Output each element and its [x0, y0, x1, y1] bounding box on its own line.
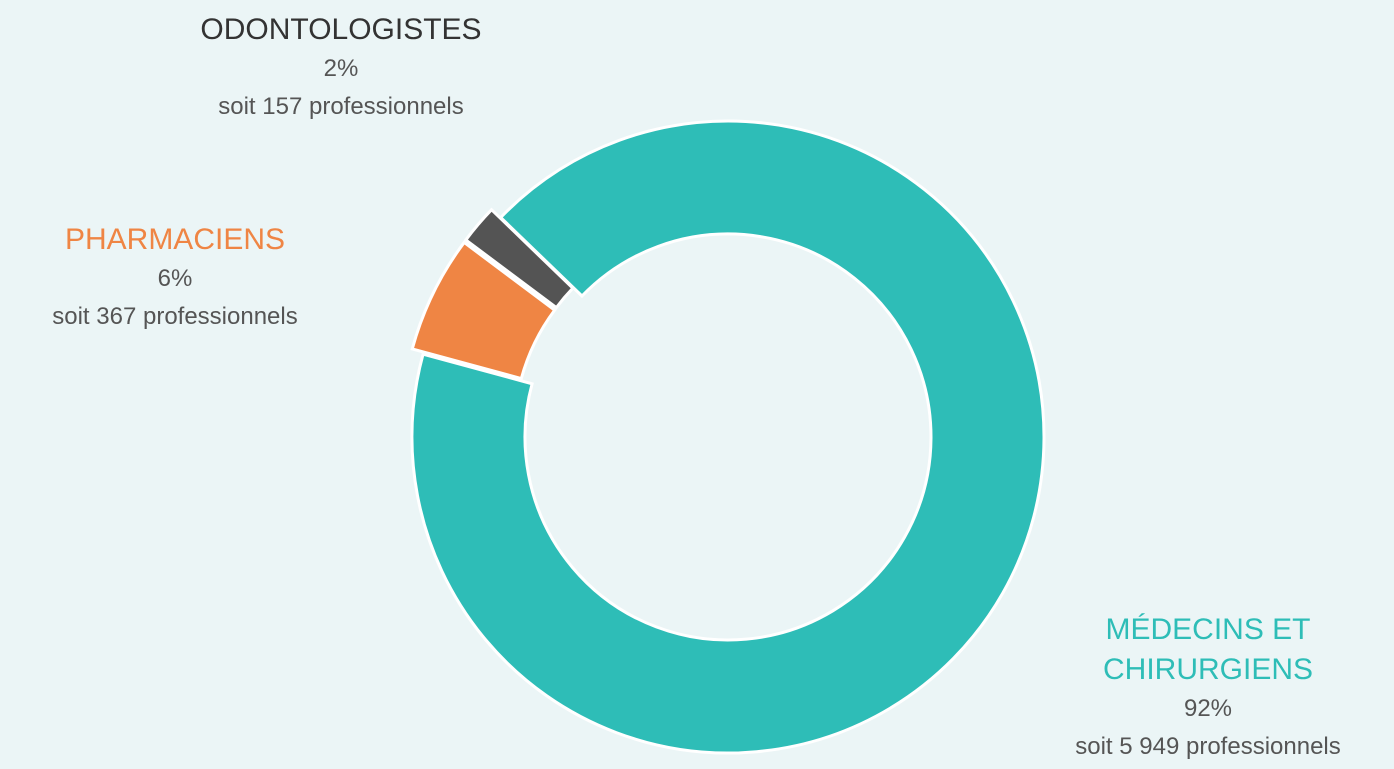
category-label: ODONTOLOGISTES [200, 13, 482, 46]
count-label: soit 5 949 professionnels [1075, 733, 1341, 760]
value-label: 6% [157, 265, 193, 292]
donut-slice [410, 240, 557, 381]
slice-label: ODONTOLOGISTES 2% soit 157 professionnels [150, 10, 532, 126]
donut-slice [463, 207, 575, 310]
value-label: 92% [1183, 695, 1233, 722]
count-label: soit 157 professionnels [218, 93, 464, 120]
donut-slice [410, 119, 1046, 755]
slice-label: MÉDECINS ET CHIRURGIENS 92% soit 5 949 pro… [1075, 610, 1341, 766]
slice-label: PHARMACIENS 6% soit 367 professionnels [0, 220, 350, 336]
category-label: MÉDECINS ET CHIRURGIENS [1102, 613, 1313, 686]
category-label: PHARMACIENS [64, 223, 286, 256]
value-label: 2% [323, 55, 359, 82]
count-label: soit 367 professionnels [52, 303, 298, 330]
